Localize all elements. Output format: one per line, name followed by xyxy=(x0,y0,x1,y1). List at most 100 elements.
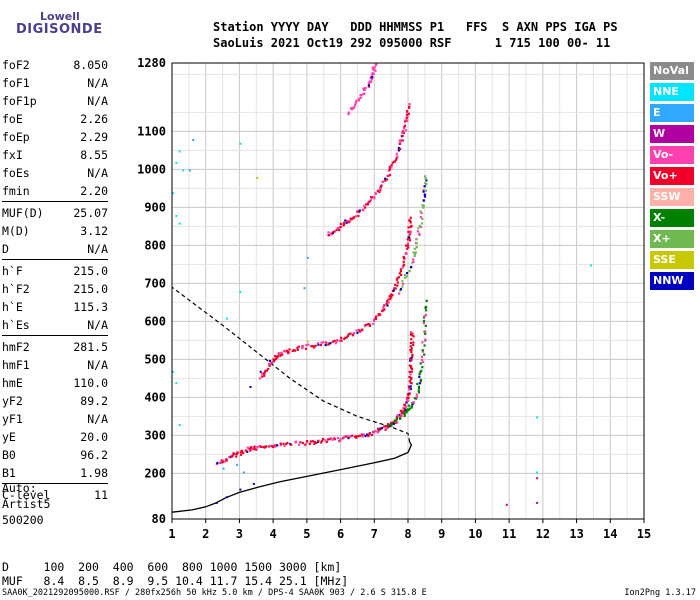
echo-point xyxy=(401,410,405,413)
echo-point xyxy=(399,139,402,142)
echo-point xyxy=(423,195,427,198)
echo-point xyxy=(410,367,414,370)
echo-point xyxy=(404,406,408,409)
echo-point xyxy=(402,407,405,410)
echo-point xyxy=(328,342,331,345)
echo-point xyxy=(317,439,320,442)
echo-point xyxy=(288,348,291,351)
echo-point xyxy=(393,287,396,290)
echo-point xyxy=(399,413,403,416)
echo-point xyxy=(276,356,279,359)
param-row: h`Es N/A xyxy=(2,316,108,334)
echo-point xyxy=(331,438,334,441)
echo-point xyxy=(335,228,338,231)
echo-point xyxy=(419,371,422,374)
echo-point xyxy=(424,189,428,192)
param-row: foEp 2.29 xyxy=(2,128,108,146)
echo-point xyxy=(192,139,195,141)
echo-point xyxy=(349,435,352,438)
param-value: N/A xyxy=(87,358,108,372)
echo-point xyxy=(409,345,412,348)
echo-point xyxy=(172,192,174,195)
echo-point xyxy=(382,425,386,428)
echo-point xyxy=(407,230,410,233)
echo-point xyxy=(409,373,412,376)
echo-point xyxy=(399,417,402,420)
echo-point xyxy=(278,352,281,355)
echo-point xyxy=(370,196,373,199)
echo-point xyxy=(350,218,353,221)
x-tick-label: 13 xyxy=(569,527,583,541)
param-value: N/A xyxy=(87,318,108,332)
echo-point xyxy=(420,211,423,215)
echo-point xyxy=(251,447,254,451)
echo-point xyxy=(175,382,178,385)
echo-point xyxy=(383,308,386,311)
param-name: h`F xyxy=(2,264,23,278)
echo-point xyxy=(272,445,275,449)
echo-point xyxy=(421,217,424,220)
echo-point xyxy=(412,341,415,344)
echo-point xyxy=(239,453,243,456)
y-tick-label: 1000 xyxy=(137,162,166,176)
param-name: foF1p xyxy=(2,94,37,108)
echo-point xyxy=(306,440,309,443)
x-tick-label: 12 xyxy=(536,527,550,541)
echo-point xyxy=(239,488,242,491)
echo-point xyxy=(420,358,424,361)
y-tick-label: 80 xyxy=(152,512,166,526)
echo-point xyxy=(355,435,358,438)
echo-point xyxy=(407,246,410,249)
echo-point xyxy=(375,62,378,65)
echo-point xyxy=(394,420,397,423)
echo-point xyxy=(411,332,414,335)
echo-point xyxy=(370,80,373,83)
echo-point xyxy=(386,304,389,307)
param-name: fxI xyxy=(2,148,23,162)
echo-point xyxy=(172,370,174,373)
axis-tick-labels: 1 2 3 4 5 6 7 8 9 10 11 12 13 14 158020030040050060070… xyxy=(137,56,651,541)
echo-point xyxy=(405,401,408,404)
echo-point xyxy=(418,224,421,227)
param-row: foE 2.26 xyxy=(2,110,108,128)
param-row: yF2 89.2 xyxy=(2,392,108,410)
param-value: 20.0 xyxy=(80,430,108,444)
param-row: C-level 11 xyxy=(2,486,108,504)
param-name: M(D) xyxy=(2,224,30,238)
echo-point xyxy=(389,165,392,168)
echo-point xyxy=(239,291,242,293)
param-name: hmF1 xyxy=(2,358,30,372)
echo-point xyxy=(402,263,406,266)
echo-point xyxy=(395,156,398,160)
echo-point xyxy=(409,216,412,219)
echo-point xyxy=(412,251,415,254)
echo-point xyxy=(415,397,418,400)
echo-point xyxy=(401,285,404,288)
echo-point xyxy=(411,401,414,404)
param-row: h`F2 215.0 xyxy=(2,280,108,298)
echo-point xyxy=(350,106,353,110)
echo-point xyxy=(420,369,423,372)
echo-point xyxy=(398,142,401,145)
echo-point xyxy=(410,265,413,269)
echo-point xyxy=(249,386,252,388)
echo-point xyxy=(402,255,405,259)
echo-point xyxy=(404,403,407,406)
echo-point xyxy=(268,445,271,448)
echo-point xyxy=(403,411,406,414)
echo-point xyxy=(417,389,420,392)
echo-point xyxy=(421,366,424,369)
echo-point xyxy=(304,443,307,446)
echo-point xyxy=(536,501,539,504)
echo-point xyxy=(338,439,342,442)
echo-point xyxy=(372,72,375,76)
echo-point xyxy=(407,404,410,407)
echo-point xyxy=(215,501,218,504)
echo-point xyxy=(310,345,313,348)
logo-line1: Lowell xyxy=(40,10,80,23)
autoscaling-info: Auto: Artist5 500200 xyxy=(2,480,50,528)
echo-point xyxy=(415,238,418,241)
echo-point xyxy=(286,349,289,352)
echo-point xyxy=(392,422,395,425)
param-name: yF2 xyxy=(2,394,23,408)
